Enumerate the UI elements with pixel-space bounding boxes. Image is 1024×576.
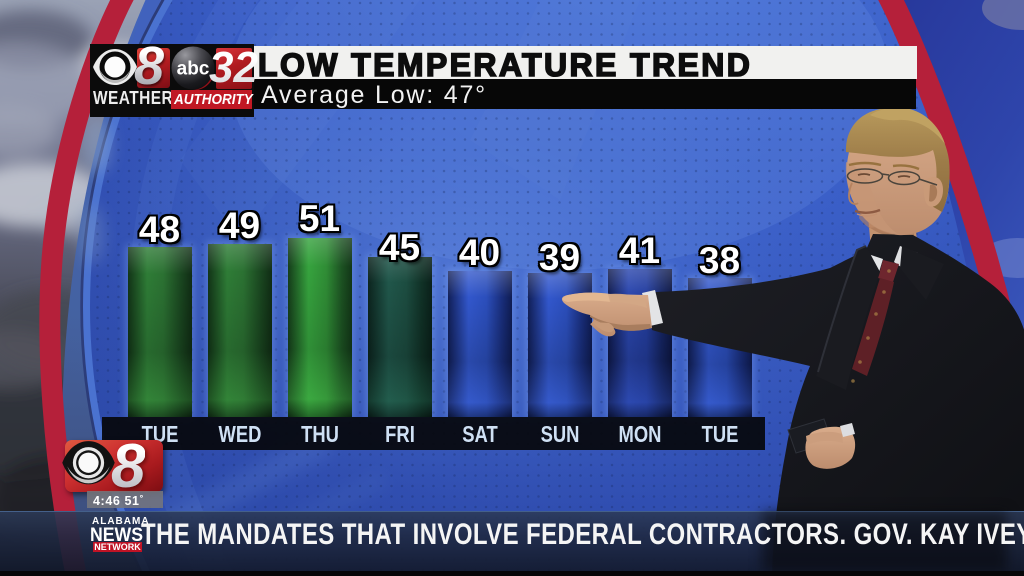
svg-text:abc: abc <box>177 59 210 80</box>
